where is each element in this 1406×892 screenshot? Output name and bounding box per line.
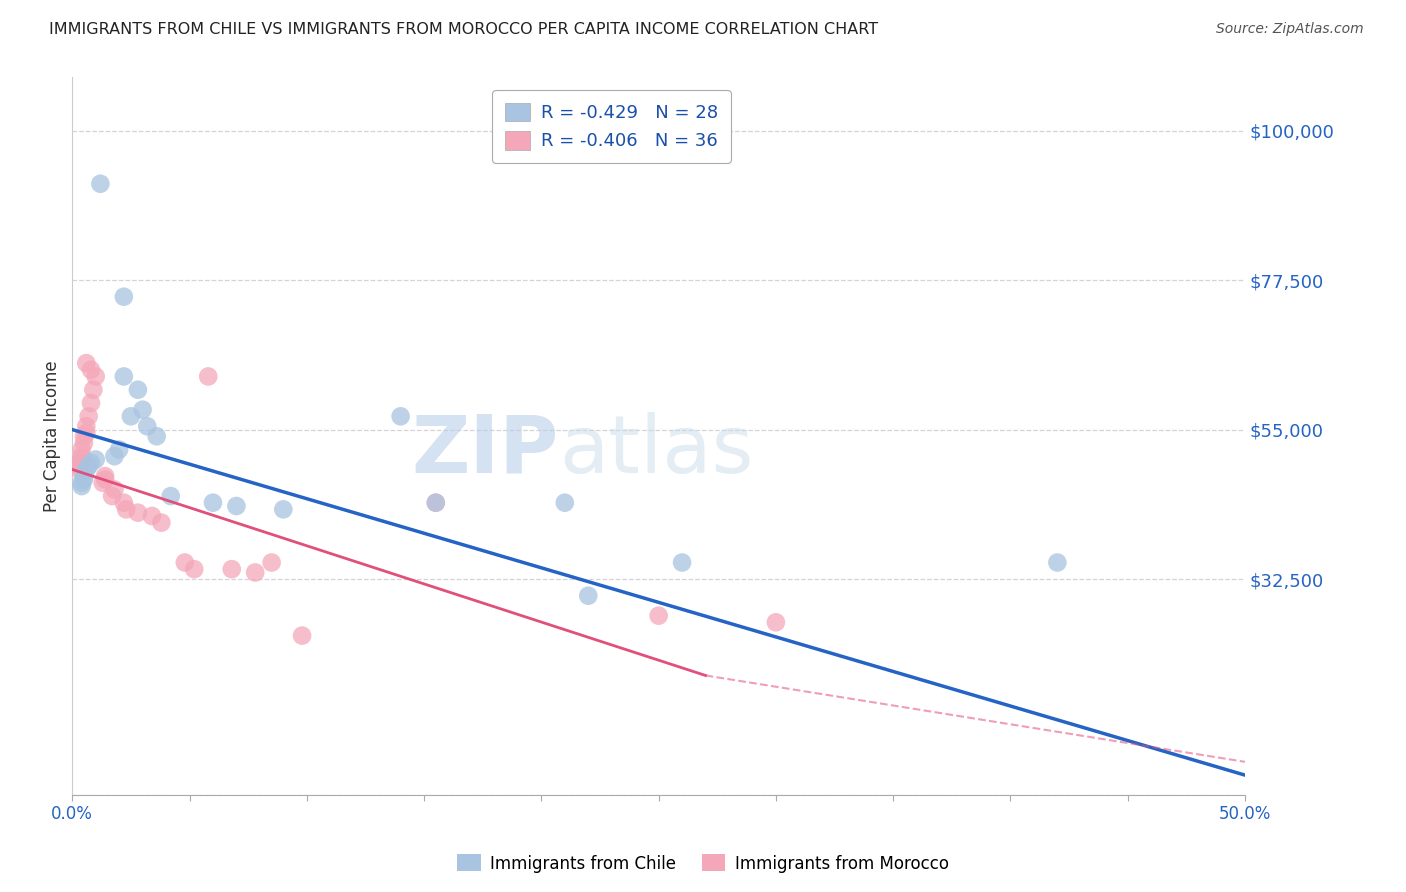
Point bbox=[80, 396, 103, 410]
Point bbox=[103, 483, 125, 497]
Point bbox=[136, 419, 159, 434]
Point bbox=[425, 496, 447, 510]
Point bbox=[75, 425, 97, 440]
Point bbox=[94, 472, 117, 486]
Legend: Immigrants from Chile, Immigrants from Morocco: Immigrants from Chile, Immigrants from M… bbox=[450, 847, 956, 880]
Point bbox=[75, 462, 97, 476]
Point bbox=[120, 409, 142, 424]
Text: atlas: atlas bbox=[560, 411, 754, 490]
Point bbox=[145, 429, 167, 443]
Point bbox=[80, 363, 103, 377]
Point bbox=[77, 459, 100, 474]
Point bbox=[112, 369, 135, 384]
Text: Source: ZipAtlas.com: Source: ZipAtlas.com bbox=[1216, 22, 1364, 37]
Point bbox=[70, 475, 93, 490]
Point bbox=[273, 502, 295, 516]
Point bbox=[112, 496, 135, 510]
Text: IMMIGRANTS FROM CHILE VS IMMIGRANTS FROM MOROCCO PER CAPITA INCOME CORRELATION C: IMMIGRANTS FROM CHILE VS IMMIGRANTS FROM… bbox=[49, 22, 879, 37]
Y-axis label: Per Capita Income: Per Capita Income bbox=[44, 360, 60, 512]
Point bbox=[389, 409, 412, 424]
Point bbox=[70, 452, 93, 467]
Point bbox=[115, 502, 138, 516]
Point bbox=[260, 556, 283, 570]
Point bbox=[101, 489, 124, 503]
Point bbox=[765, 615, 787, 630]
Point bbox=[131, 402, 153, 417]
Point bbox=[127, 383, 149, 397]
Point bbox=[576, 589, 599, 603]
Point bbox=[73, 472, 96, 486]
Point bbox=[183, 562, 205, 576]
Text: ZIP: ZIP bbox=[412, 411, 560, 490]
Point bbox=[91, 475, 114, 490]
Point bbox=[70, 442, 93, 457]
Point bbox=[173, 556, 195, 570]
Point bbox=[73, 436, 96, 450]
Point bbox=[225, 499, 247, 513]
Legend: R = -0.429   N = 28, R = -0.406   N = 36: R = -0.429 N = 28, R = -0.406 N = 36 bbox=[492, 90, 731, 163]
Point bbox=[201, 496, 224, 510]
Point bbox=[77, 409, 100, 424]
Point bbox=[70, 449, 93, 463]
Point bbox=[159, 489, 181, 503]
Point bbox=[291, 629, 314, 643]
Point bbox=[67, 459, 90, 474]
Point bbox=[94, 469, 117, 483]
Point bbox=[221, 562, 243, 576]
Point bbox=[103, 449, 125, 463]
Point bbox=[67, 456, 90, 470]
Point bbox=[141, 508, 163, 523]
Point bbox=[127, 506, 149, 520]
Point bbox=[84, 369, 107, 384]
Point bbox=[73, 429, 96, 443]
Point bbox=[73, 469, 96, 483]
Point bbox=[75, 356, 97, 370]
Point bbox=[75, 419, 97, 434]
Point bbox=[554, 496, 576, 510]
Point bbox=[671, 556, 693, 570]
Point bbox=[108, 442, 131, 457]
Point bbox=[647, 608, 669, 623]
Point bbox=[150, 516, 173, 530]
Point bbox=[112, 290, 135, 304]
Point bbox=[80, 456, 103, 470]
Point bbox=[70, 479, 93, 493]
Point bbox=[84, 452, 107, 467]
Point bbox=[1046, 556, 1069, 570]
Point bbox=[67, 462, 90, 476]
Point bbox=[82, 383, 104, 397]
Point bbox=[197, 369, 219, 384]
Point bbox=[425, 496, 447, 510]
Point bbox=[89, 177, 111, 191]
Point bbox=[243, 566, 266, 580]
